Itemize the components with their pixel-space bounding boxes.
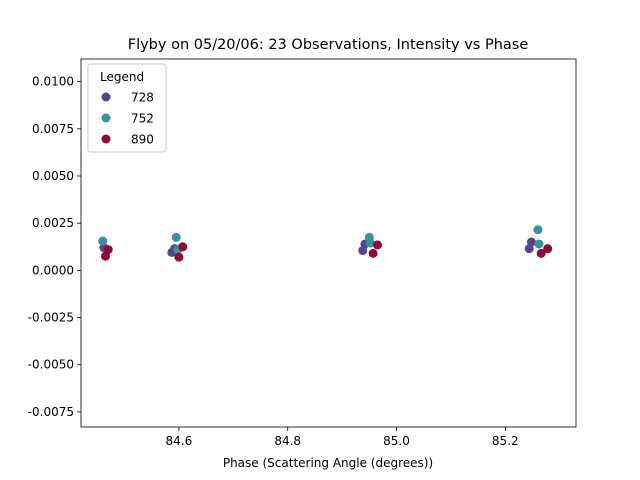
data-point-890	[178, 242, 188, 252]
y-tick-label: 0.0075	[32, 122, 74, 136]
data-point-728	[526, 237, 536, 247]
legend-box	[87, 63, 167, 153]
y-tick-label: 0.0100	[32, 75, 74, 89]
y-tick-label: 0.0050	[32, 169, 74, 183]
y-tick-label: -0.0050	[28, 358, 74, 372]
data-point-752	[533, 225, 543, 235]
x-tick-label: 84.8	[274, 434, 301, 448]
plot-area: 84.6 84.8 85.0 85.2 0.0100 0.0075 0.0050 0.0025…	[28, 58, 577, 448]
legend-marker-752	[101, 113, 111, 123]
legend-label: 890	[131, 133, 154, 147]
y-tick-label: 0.0025	[32, 216, 74, 230]
data-point-890	[103, 245, 113, 255]
y-tick-label: -0.0025	[28, 311, 74, 325]
data-point-890	[543, 244, 553, 254]
chart-title: Flyby on 05/20/06: 23 Observations, Inte…	[128, 37, 529, 53]
data-point-890	[174, 252, 184, 262]
legend-title: Legend	[100, 70, 144, 84]
x-tick-label: 84.6	[166, 434, 193, 448]
data-point-752	[98, 236, 108, 246]
data-point-752	[171, 232, 181, 242]
x-tick-label: 85.0	[383, 434, 410, 448]
legend: Legend 728 752 890	[87, 63, 167, 153]
legend-label: 752	[131, 112, 154, 126]
x-axis-label: Phase (Scattering Angle (degrees))	[223, 456, 433, 470]
legend-marker-728	[101, 92, 111, 102]
legend-label: 728	[131, 91, 154, 105]
data-point-752	[365, 238, 375, 248]
data-point-890	[536, 248, 546, 258]
x-tick-label: 85.2	[492, 434, 519, 448]
data-point-752	[534, 239, 544, 249]
legend-marker-890	[101, 134, 111, 144]
data-point-890	[372, 240, 382, 250]
data-point-890	[368, 248, 378, 258]
y-tick-label: -0.0075	[28, 405, 74, 419]
y-tick-label: 0.0000	[32, 263, 74, 277]
axes-frame	[80, 58, 577, 428]
